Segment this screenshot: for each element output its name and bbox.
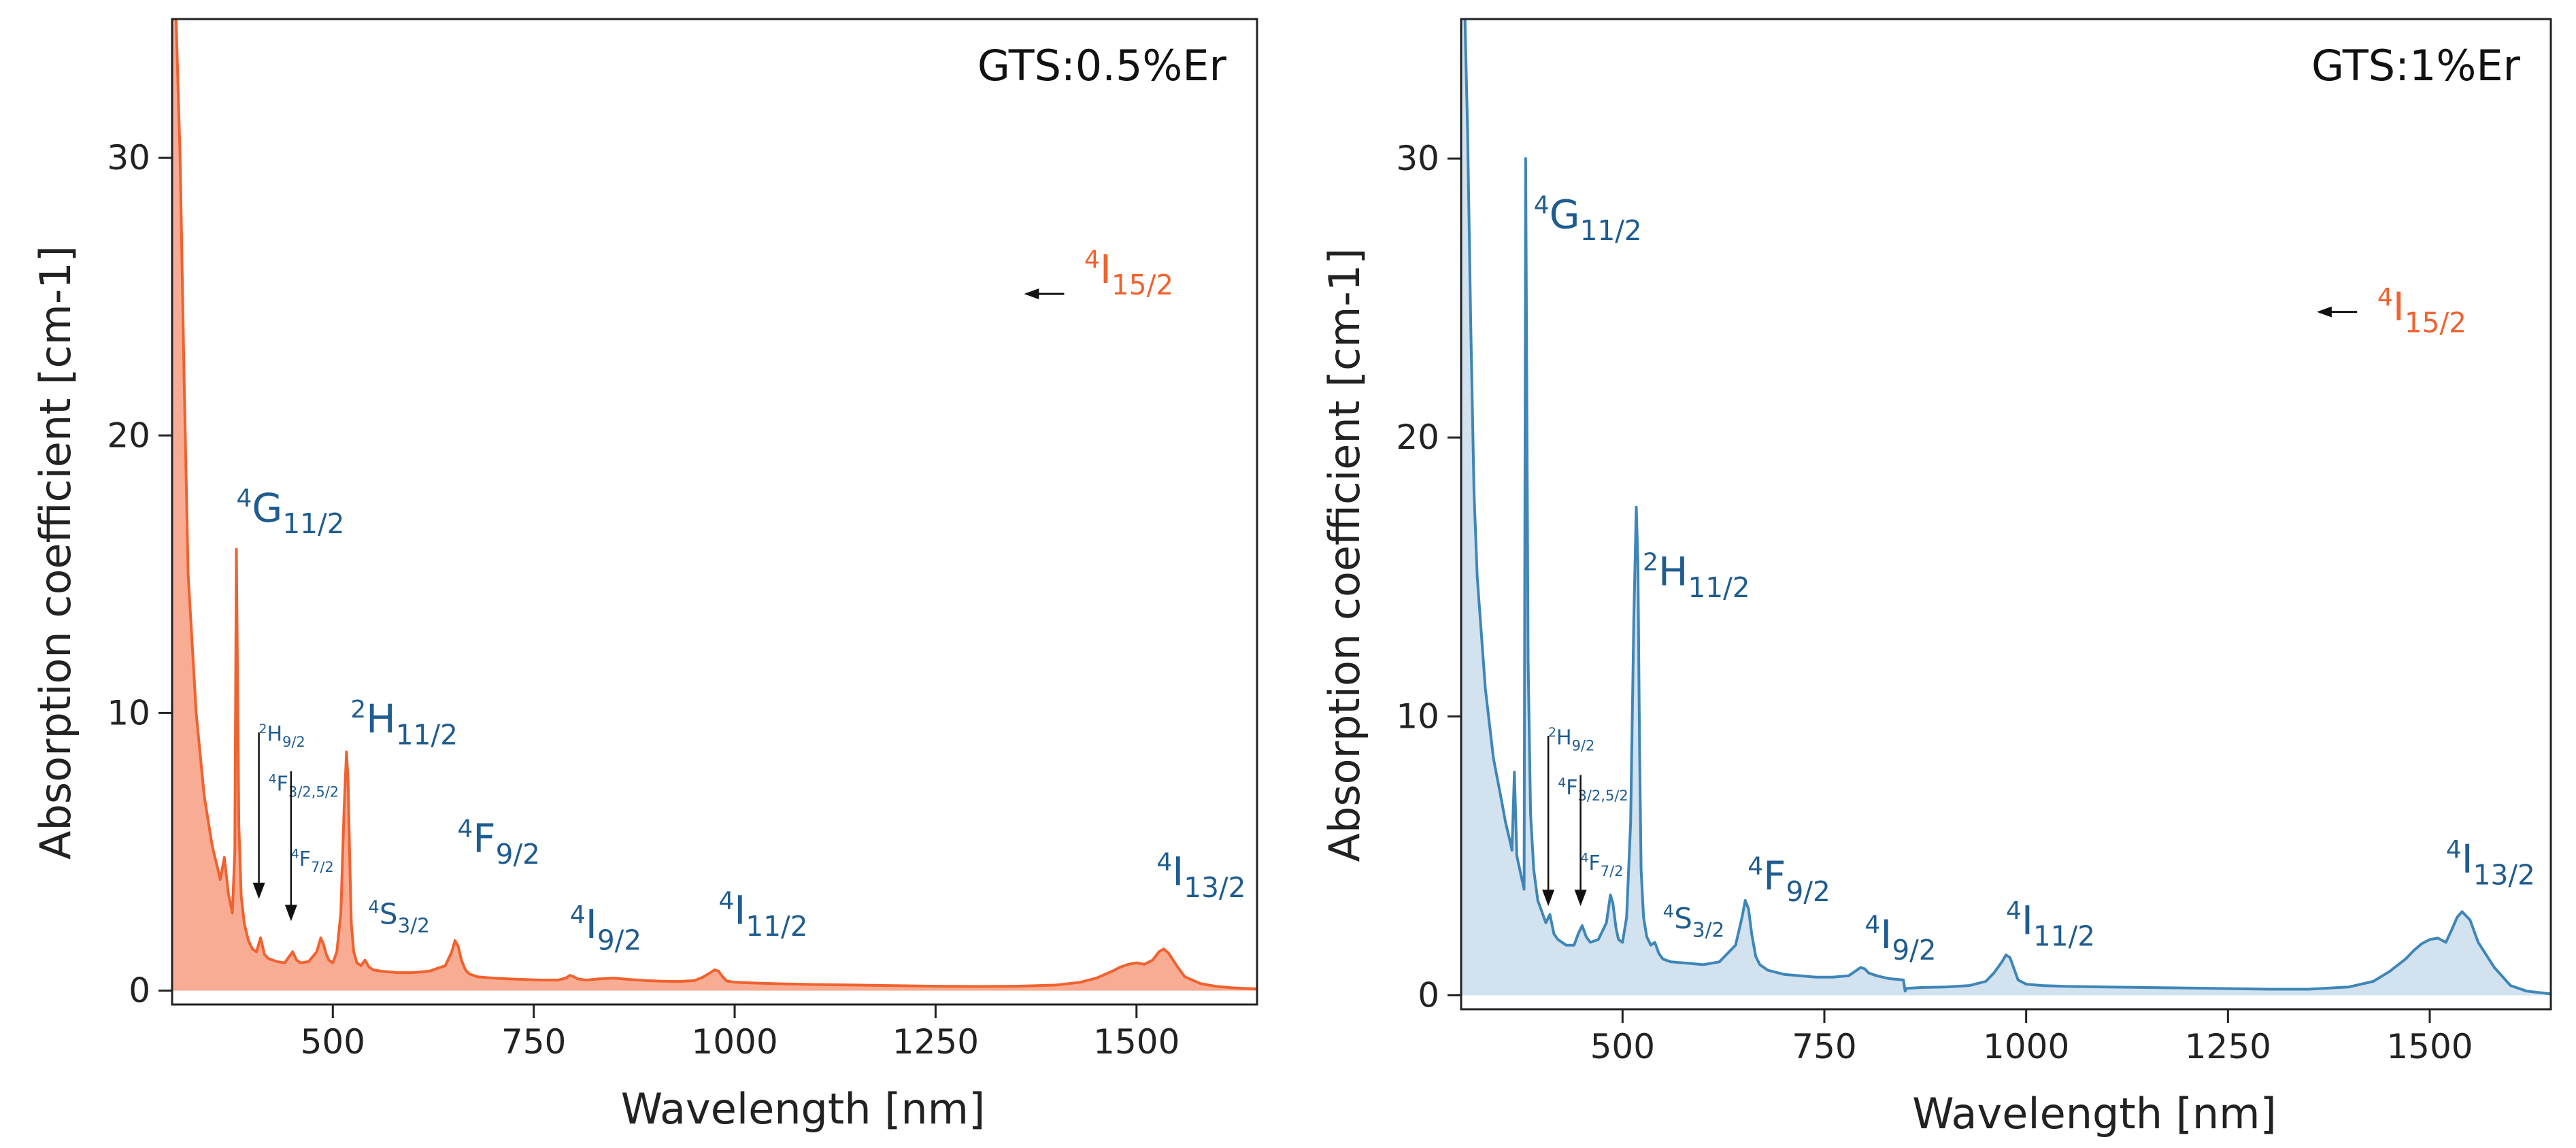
- x-tick-label: 750: [501, 1022, 566, 1062]
- x-tick-label: 750: [1792, 1027, 1856, 1066]
- transition-label: 4F7/2: [1581, 851, 1624, 879]
- y-tick-label: 10: [1396, 696, 1439, 736]
- transition-label: 4F3/2,5/2: [269, 772, 339, 800]
- x-axis-label: Wavelength [nm]: [621, 1084, 986, 1134]
- transition-label: 4I13/2: [1156, 848, 1245, 903]
- transition-label: 2H9/2: [259, 722, 305, 750]
- y-axis-label: Absorption coefficient [cm-1]: [1320, 248, 1369, 862]
- spectrum-area: [172, 19, 1257, 991]
- transition-label: 2H11/2: [350, 696, 458, 751]
- transition-arrow-head: [1542, 890, 1555, 907]
- x-axis-label: Wavelength [nm]: [1912, 1089, 2277, 1138]
- transition-label: 4F9/2: [1747, 853, 1830, 908]
- transition-label: 4S3/2: [1663, 902, 1725, 942]
- chart-panel-1: 500 750 1000 1250 1500 0 10 20 30 Wavelength [nm]…: [31, 18, 1258, 1134]
- x-tick-label: 1500: [2386, 1027, 2473, 1066]
- x-tick-label: 500: [1590, 1027, 1655, 1066]
- transition-label: 4I11/2: [718, 888, 807, 943]
- transition-label: 4I13/2: [2446, 836, 2535, 891]
- x-tick-label: 1250: [892, 1022, 979, 1062]
- transition-label: 2H9/2: [1548, 726, 1594, 754]
- spectrum-line: [174, 19, 1257, 991]
- y-tick-label: 20: [107, 416, 150, 455]
- ground-state-arrow-head: [1024, 288, 1039, 300]
- y-tick-label: 10: [107, 693, 150, 732]
- transition-arrow-head: [284, 905, 297, 922]
- x-tick-label: 1000: [691, 1022, 777, 1062]
- transition-label: 4I11/2: [2006, 897, 2095, 952]
- chart-panel-2: 500 750 1000 1250 1500 0 10 20 30 Wavelength [nm]…: [1320, 18, 2552, 1138]
- transition-label: 4G11/2: [1534, 192, 1642, 247]
- chart-title: GTS:0.5%Er: [977, 41, 1227, 90]
- transition-arrow-head: [1574, 890, 1587, 907]
- chart-title: GTS:1%Er: [2311, 41, 2520, 90]
- x-tick-label: 1500: [1093, 1022, 1180, 1062]
- transition-label: 4F7/2: [291, 847, 334, 875]
- y-tick-label: 20: [1396, 418, 1439, 457]
- x-tick-label: 500: [301, 1022, 365, 1062]
- ground-state-arrow-head: [2316, 306, 2332, 318]
- transition-label: 4F9/2: [457, 815, 540, 870]
- y-tick-label: 0: [1418, 975, 1439, 1015]
- y-axis-label: Absorption coefficient [cm-1]: [31, 246, 80, 860]
- transition-label: 4I9/2: [1864, 911, 1936, 966]
- x-tick-label: 1250: [2185, 1027, 2271, 1066]
- y-tick-label: 0: [129, 971, 150, 1011]
- transition-arrow-head: [252, 882, 265, 899]
- spectrum-line: [1463, 19, 2551, 996]
- transition-label: 4S3/2: [368, 898, 430, 938]
- plot-frame: [171, 18, 1258, 1006]
- plot-frame: [1460, 18, 2552, 1011]
- y-tick-label: 30: [107, 138, 150, 178]
- ground-state-label: 4I15/2: [2377, 284, 2466, 339]
- ground-state-label: 4I15/2: [1084, 246, 1173, 301]
- transition-label: 4G11/2: [237, 485, 345, 540]
- x-tick-label: 1000: [1983, 1027, 2069, 1066]
- transition-label: 4I9/2: [570, 901, 641, 956]
- y-tick-label: 30: [1396, 139, 1439, 178]
- transition-label: 4F3/2,5/2: [1558, 776, 1628, 804]
- transition-label: 2H11/2: [1643, 549, 1750, 604]
- spectrum-area: [1461, 19, 2551, 996]
